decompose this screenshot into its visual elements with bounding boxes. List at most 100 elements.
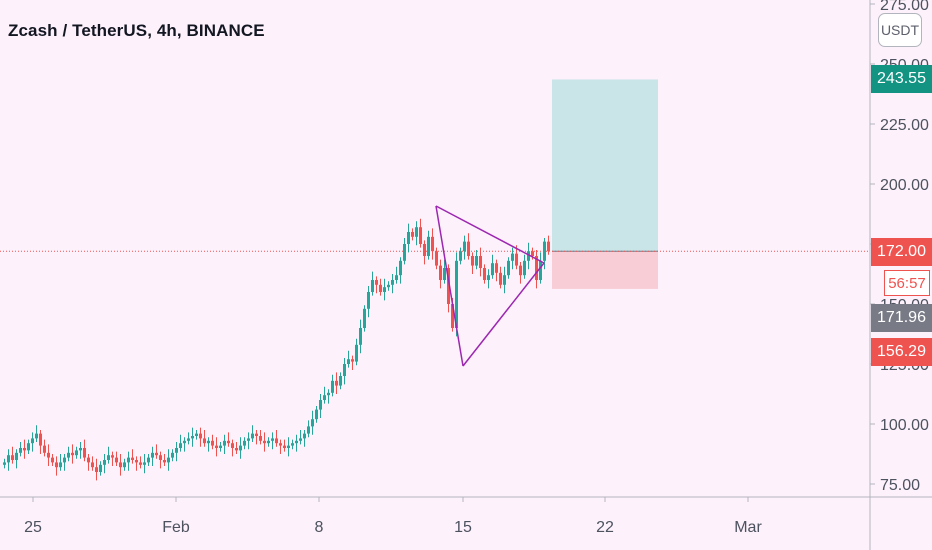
candle-body <box>395 275 398 280</box>
candle-body <box>75 450 78 456</box>
candle-body <box>131 457 134 460</box>
candle-body <box>27 443 30 451</box>
candle-body <box>451 304 454 328</box>
candle-body <box>363 308 366 328</box>
candle-body <box>511 253 514 261</box>
candle-body <box>191 436 194 439</box>
candle-body <box>415 227 418 237</box>
candle-body <box>143 462 146 465</box>
candle-body <box>543 241 546 261</box>
candle-body <box>227 440 230 444</box>
candle-body <box>283 445 286 448</box>
candle-body <box>435 251 438 266</box>
candle-body <box>63 457 66 463</box>
candle-body <box>87 457 90 463</box>
pattern-lower-line <box>462 262 545 367</box>
candle-body <box>43 445 46 453</box>
candle-body <box>467 241 470 256</box>
candle-body <box>111 455 114 458</box>
candle-body <box>155 452 158 456</box>
candle-body <box>171 452 174 458</box>
candle-body <box>107 455 110 460</box>
candle-body <box>403 244 406 261</box>
candle-body <box>219 445 222 448</box>
candle-body <box>539 260 542 280</box>
candle-body <box>175 448 178 453</box>
candle-body <box>471 256 474 266</box>
candle-body <box>487 275 490 280</box>
candle-body <box>279 443 282 446</box>
candle-body <box>535 256 538 280</box>
candle-body <box>355 344 358 362</box>
candle-body <box>95 467 98 472</box>
x-tick-label: 15 <box>454 519 472 536</box>
candle-body <box>323 395 326 400</box>
candle-body <box>179 443 182 448</box>
candle-body <box>379 284 382 292</box>
candle-body <box>455 260 458 328</box>
candle-body <box>531 251 534 256</box>
candle-body <box>31 438 34 444</box>
candle-body <box>427 236 430 256</box>
y-tick-label: 100.00 <box>880 417 929 434</box>
candle-body <box>407 232 410 244</box>
candle-body <box>115 457 118 463</box>
candle-body <box>319 400 322 410</box>
candle-body <box>147 457 150 463</box>
candle-body <box>167 457 170 463</box>
candle-body <box>299 438 302 441</box>
candle-body <box>339 376 342 386</box>
candle-body <box>251 433 254 439</box>
stop-zone <box>552 251 658 289</box>
candle-body <box>215 445 218 448</box>
candle-body <box>159 455 162 460</box>
stop-price-tag: 156.29 <box>871 338 932 366</box>
candle-body <box>23 448 26 451</box>
candle-body <box>263 440 266 444</box>
candle-body <box>187 438 190 441</box>
candle-body <box>295 440 298 444</box>
candle-body <box>483 268 486 280</box>
candle-body <box>287 445 290 448</box>
candle-body <box>243 440 246 446</box>
candle-body <box>211 440 214 446</box>
candle-body <box>199 433 202 439</box>
candle-body <box>371 280 374 292</box>
candle-body <box>311 419 314 427</box>
candle-body <box>255 433 258 436</box>
candle-body <box>391 280 394 285</box>
candle-body <box>183 440 186 444</box>
candle-body <box>259 436 262 441</box>
y-tick-label: 75.00 <box>880 477 920 494</box>
candle-body <box>307 426 310 434</box>
candle-body <box>519 265 522 276</box>
currency-unit-button[interactable]: USDT <box>878 13 922 47</box>
candle-body <box>3 462 6 465</box>
candle-body <box>527 251 530 261</box>
candle-body <box>59 462 62 468</box>
bar-countdown-tag: 56:57 <box>884 270 930 296</box>
candle-body <box>79 448 82 451</box>
candle-body <box>423 244 426 256</box>
candle-body <box>327 392 330 396</box>
candle-body <box>343 364 346 376</box>
candle-body <box>495 263 498 273</box>
candle-body <box>19 448 22 453</box>
candle-body <box>67 452 70 458</box>
x-tick-label: 25 <box>24 519 42 536</box>
candle-body <box>195 433 198 436</box>
candle-body <box>503 275 506 285</box>
candle-body <box>419 227 422 244</box>
candle-body <box>83 448 86 458</box>
target-zone <box>552 79 658 252</box>
candle-body <box>347 359 350 364</box>
y-tick-label: 200.00 <box>880 177 929 194</box>
candle-body <box>71 452 74 456</box>
candle-body <box>271 438 274 441</box>
candle-body <box>203 438 206 444</box>
x-tick-label: 8 <box>315 519 324 536</box>
candle-body <box>139 462 142 465</box>
candle-body <box>39 433 42 446</box>
